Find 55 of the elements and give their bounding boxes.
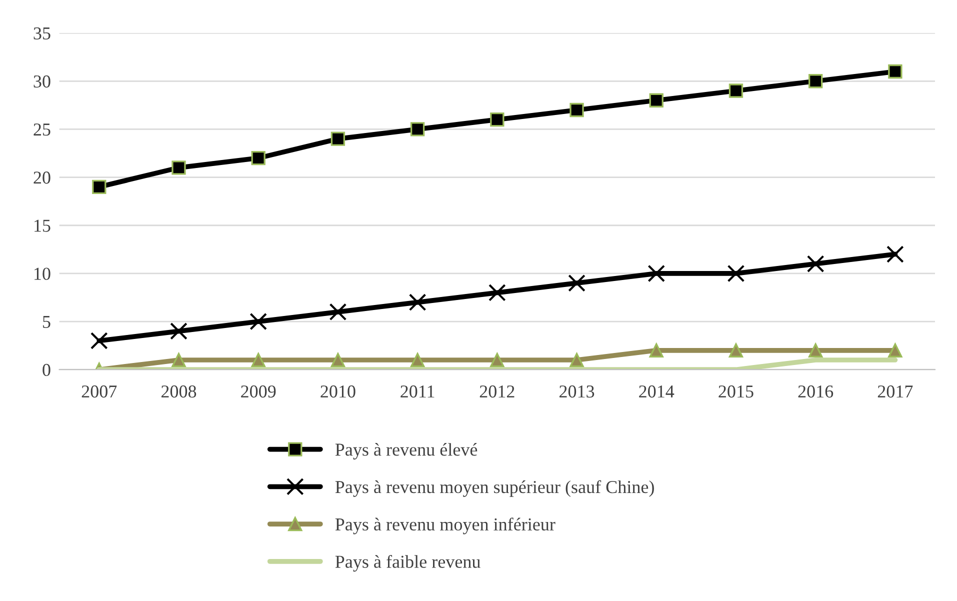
point <box>490 352 504 368</box>
x-tick-label: 2017 <box>878 385 913 398</box>
point <box>408 294 426 311</box>
point <box>488 284 506 302</box>
point <box>251 352 266 368</box>
point <box>330 132 346 146</box>
point <box>727 264 745 282</box>
legend-label: Pays à revenu élevé <box>335 443 478 460</box>
point <box>410 352 425 368</box>
point <box>90 332 108 350</box>
point <box>649 93 664 108</box>
point <box>808 343 823 358</box>
point <box>728 343 744 358</box>
point <box>330 352 346 368</box>
point <box>170 322 188 340</box>
x-tick-label: 2009 <box>241 385 276 398</box>
point <box>251 150 266 166</box>
point <box>888 64 902 79</box>
y-tick-label: 10 <box>34 268 50 280</box>
x-tick-label: 2013 <box>560 385 594 398</box>
point <box>410 122 425 136</box>
point <box>570 102 584 118</box>
x-tick-label: 2014 <box>639 385 674 398</box>
x-tick-label: 2015 <box>718 385 754 398</box>
point <box>92 180 106 194</box>
x-tick-label: 2012 <box>480 385 514 398</box>
point <box>490 112 504 127</box>
point <box>172 352 186 368</box>
x-tick-label: 2007 <box>82 385 117 398</box>
legend-label: Pays à faible revenu <box>335 555 480 572</box>
y-tick-label: 15 <box>34 220 50 232</box>
point <box>806 255 824 273</box>
point <box>570 352 584 368</box>
y-tick-label: 0 <box>42 364 50 376</box>
x-tick-label: 2011 <box>400 385 434 398</box>
point <box>888 343 902 358</box>
point <box>808 74 823 88</box>
point <box>648 264 666 282</box>
point <box>649 343 664 358</box>
y-tick-label: 20 <box>34 172 50 184</box>
legend-label: Pays à revenu moyen supérieur (sauf Chine) <box>335 480 654 497</box>
x-tick-label: 2010 <box>320 385 356 398</box>
point <box>728 84 744 98</box>
point <box>568 274 586 292</box>
y-tick-label: 25 <box>34 124 50 136</box>
legend-label: Pays à revenu moyen inférieur <box>335 518 556 534</box>
x-tick-label: 2016 <box>798 385 834 398</box>
y-tick-label: 5 <box>43 316 50 328</box>
x-tick-label: 2008 <box>161 385 196 398</box>
point <box>172 160 186 175</box>
y-tick-label: 35 <box>34 27 50 40</box>
point <box>250 312 268 330</box>
point <box>329 303 347 321</box>
y-tick-label: 30 <box>34 75 50 88</box>
point <box>886 246 904 263</box>
